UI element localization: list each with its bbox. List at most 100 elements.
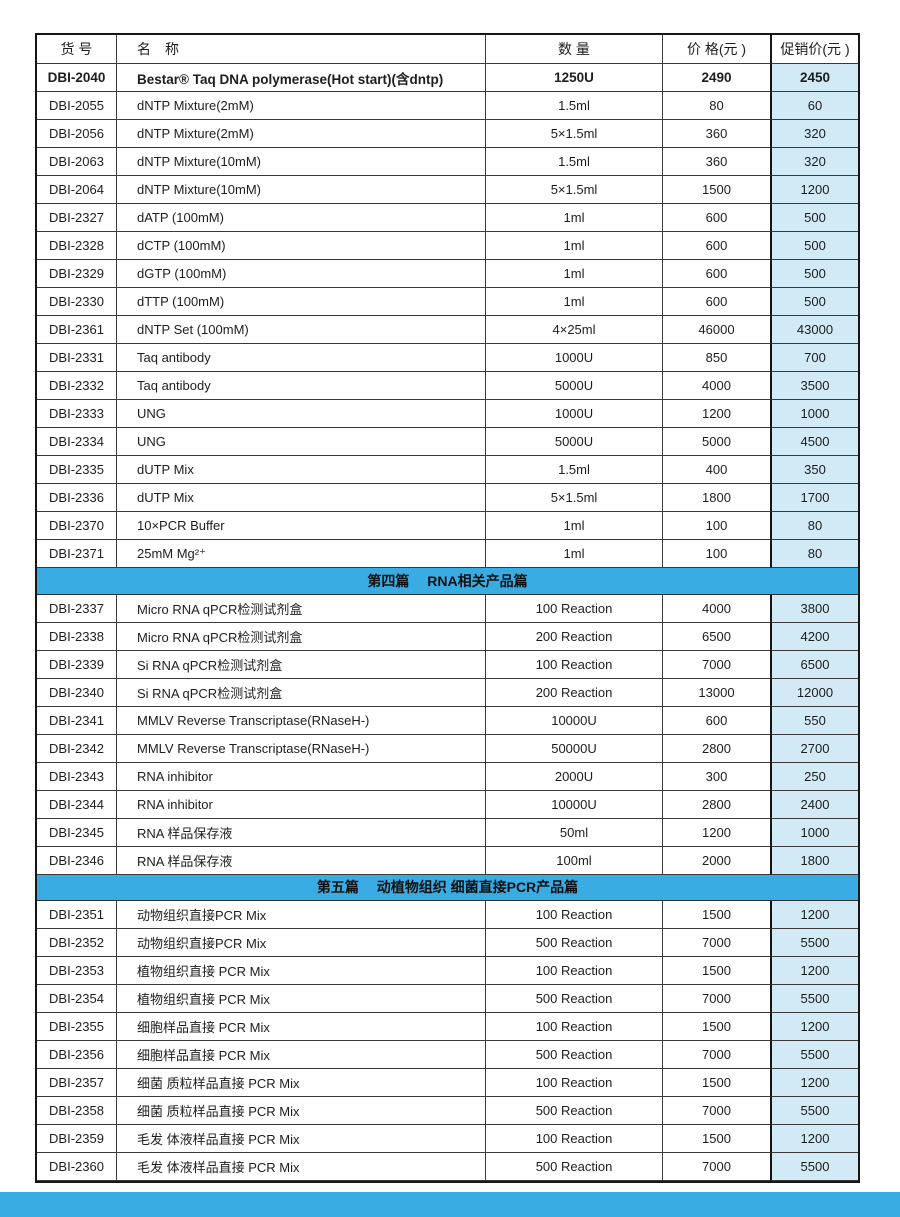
cell-quantity: 1ml: [486, 288, 663, 316]
header-cell-product-name: 名 称: [117, 35, 486, 64]
table-row: DBI-2327 dATP (100mM) 1ml 600 500: [37, 204, 858, 232]
cell-product-name: 细胞样品直接 PCR Mix: [117, 1013, 486, 1041]
cell-promo-price: 1800: [770, 846, 858, 875]
cell-item-code: DBI-2333: [37, 400, 117, 428]
table-row: DBI-2328 dCTP (100mM) 1ml 600 500: [37, 232, 858, 260]
cell-promo-price: 350: [770, 456, 858, 484]
cell-promo-price: 2400: [770, 790, 858, 819]
cell-price: 1500: [663, 901, 770, 929]
table-row: DBI-2351 动物组织直接PCR Mix 100 Reaction 1500 120…: [37, 901, 858, 929]
cell-price: 7000: [663, 985, 770, 1013]
cell-price: 7000: [663, 1041, 770, 1069]
cell-quantity: 5000U: [486, 372, 663, 400]
cell-promo-price: 1200: [770, 1013, 858, 1041]
cell-price: 6500: [663, 623, 770, 651]
cell-quantity: 50000U: [486, 734, 663, 763]
cell-item-code: DBI-2337: [37, 594, 117, 623]
table-row: DBI-2345 RNA 样品保存液 50ml 1200 1000: [37, 818, 858, 847]
cell-promo-price: 80: [770, 512, 858, 540]
cell-quantity: 500 Reaction: [486, 929, 663, 957]
cell-price: 600: [663, 260, 770, 288]
cell-promo-price: 5500: [770, 1041, 858, 1069]
cell-price: 1500: [663, 1069, 770, 1097]
cell-price: 2800: [663, 735, 770, 763]
cell-quantity: 500 Reaction: [486, 1153, 663, 1181]
cell-quantity: 1ml: [486, 232, 663, 260]
cell-promo-price: 500: [770, 232, 858, 260]
cell-item-code: DBI-2342: [37, 734, 117, 763]
cell-item-code: DBI-2355: [37, 1013, 117, 1041]
table-row: DBI-2344 RNA inhibitor 10000U 2800 2400: [37, 790, 858, 819]
cell-product-name: 10×PCR Buffer: [117, 512, 486, 540]
cell-price: 4000: [663, 372, 770, 400]
cell-product-name: Si RNA qPCR检测试剂盒: [117, 678, 486, 707]
cell-promo-price: 1200: [770, 957, 858, 985]
cell-quantity: 1ml: [486, 204, 663, 232]
cell-promo-price: 320: [770, 120, 858, 148]
table-row: DBI-2336 dUTP Mix 5×1.5ml 1800 1700: [37, 484, 858, 512]
cell-price: 400: [663, 456, 770, 484]
cell-promo-price: 4500: [770, 428, 858, 456]
cell-quantity: 500 Reaction: [486, 1041, 663, 1069]
cell-quantity: 200 Reaction: [486, 622, 663, 651]
cell-item-code: DBI-2343: [37, 762, 117, 791]
cell-quantity: 200 Reaction: [486, 678, 663, 707]
table-row: DBI-2334 UNG 5000U 5000 4500: [37, 428, 858, 456]
cell-price: 600: [663, 232, 770, 260]
cell-quantity: 100 Reaction: [486, 594, 663, 623]
cell-price: 1200: [663, 400, 770, 428]
cell-product-name: UNG: [117, 400, 486, 428]
table-row: DBI-2371 25mM Mg²⁺ 1ml 100 80: [37, 540, 858, 568]
cell-product-name: dATP (100mM): [117, 204, 486, 232]
table-row: DBI-2357 细菌 质粒样品直接 PCR Mix 100 Reaction 150…: [37, 1069, 858, 1097]
cell-item-code: DBI-2055: [37, 92, 117, 120]
cell-item-code: DBI-2344: [37, 790, 117, 819]
table-row: DBI-2354 植物组织直接 PCR Mix 500 Reaction 7000 55…: [37, 985, 858, 1013]
table-row: DBI-2370 10×PCR Buffer 1ml 100 80: [37, 512, 858, 540]
cell-product-name: RNA 样品保存液: [117, 818, 486, 847]
table-row: DBI-2064 dNTP Mixture(10mM) 5×1.5ml 1500 120…: [37, 176, 858, 204]
cell-price: 1800: [663, 484, 770, 512]
table-row: DBI-2340 Si RNA qPCR检测试剂盒 200 Reaction 1300…: [37, 678, 858, 707]
cell-product-name: dCTP (100mM): [117, 232, 486, 260]
cell-quantity: 1000U: [486, 344, 663, 372]
cell-promo-price: 2700: [770, 734, 858, 763]
section-band: 第五篇 动植物组织 细菌直接PCR产品篇: [37, 874, 858, 901]
cell-promo-price: 43000: [770, 316, 858, 344]
cell-product-name: dUTP Mix: [117, 456, 486, 484]
cell-quantity: 100ml: [486, 846, 663, 875]
cell-item-code: DBI-2360: [37, 1153, 117, 1181]
cell-product-name: 植物组织直接 PCR Mix: [117, 957, 486, 985]
table-row: DBI-2339 Si RNA qPCR检测试剂盒 100 Reaction 7000…: [37, 650, 858, 679]
cell-quantity: 100 Reaction: [486, 957, 663, 985]
header-cell-item-code: 货 号: [37, 35, 117, 64]
cell-price: 2490: [663, 64, 770, 92]
cell-price: 1500: [663, 1125, 770, 1153]
cell-price: 600: [663, 204, 770, 232]
cell-price: 2800: [663, 791, 770, 819]
cell-promo-price: 5500: [770, 1153, 858, 1181]
cell-promo-price: 1200: [770, 176, 858, 204]
cell-price: 4000: [663, 595, 770, 623]
cell-item-code: DBI-2335: [37, 456, 117, 484]
cell-quantity: 1250U: [486, 64, 663, 92]
cell-quantity: 100 Reaction: [486, 1069, 663, 1097]
cell-item-code: DBI-2327: [37, 204, 117, 232]
cell-promo-price: 1000: [770, 818, 858, 847]
cell-quantity: 1000U: [486, 400, 663, 428]
cell-product-name: 细菌 质粒样品直接 PCR Mix: [117, 1069, 486, 1097]
cell-product-name: dTTP (100mM): [117, 288, 486, 316]
cell-item-code: DBI-2345: [37, 818, 117, 847]
cell-quantity: 1ml: [486, 540, 663, 568]
table-row: DBI-2359 毛发 体液样品直接 PCR Mix 100 Reaction 150…: [37, 1125, 858, 1153]
cell-product-name: 细胞样品直接 PCR Mix: [117, 1041, 486, 1069]
cell-quantity: 100 Reaction: [486, 1125, 663, 1153]
table-header-row: 货 号名 称数 量价 格(元 ) 促销价(元 ): [37, 35, 858, 64]
cell-quantity: 5×1.5ml: [486, 120, 663, 148]
cell-product-name: RNA 样品保存液: [117, 846, 486, 875]
cell-promo-price: 250: [770, 762, 858, 791]
cell-product-name: 动物组织直接PCR Mix: [117, 901, 486, 929]
cell-price: 1200: [663, 819, 770, 847]
table-row: DBI-2040 Bestar® Taq DNA polymerase(Hot s…: [37, 64, 858, 92]
cell-price: 13000: [663, 679, 770, 707]
